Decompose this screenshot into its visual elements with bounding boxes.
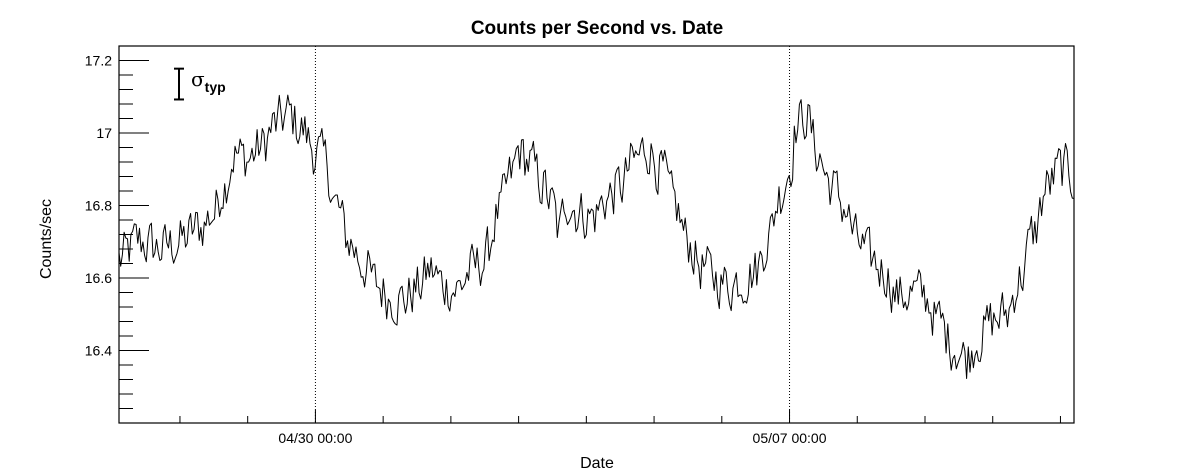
x-axis-label: Date	[580, 455, 614, 472]
y-axis-label: Counts/sec	[38, 199, 55, 279]
plot-frame	[118, 45, 1075, 424]
y-tick-label: 16.6	[85, 270, 112, 286]
x-tick-label: 05/07 00:00	[753, 430, 827, 446]
x-tick-label: 04/30 00:00	[278, 430, 352, 446]
sigma-label: σtyp	[191, 67, 226, 95]
y-tick-label: 16.4	[85, 343, 112, 359]
y-tick-label: 17.2	[85, 53, 112, 69]
sigma-typ-marker: σtyp	[174, 67, 226, 101]
sigma-subscript: typ	[205, 79, 226, 95]
tick-label-layer: 16.4 16.6 16.8 17 17.2 04/30 00:00 05/07 00:00	[85, 53, 827, 447]
data-series-line	[118, 94, 1075, 379]
chart-title: Counts per Second vs. Date	[471, 18, 723, 39]
y-tick-label: 17	[96, 125, 112, 141]
sigma-symbol: σ	[191, 67, 205, 91]
y-tick-label: 16.8	[85, 198, 112, 214]
